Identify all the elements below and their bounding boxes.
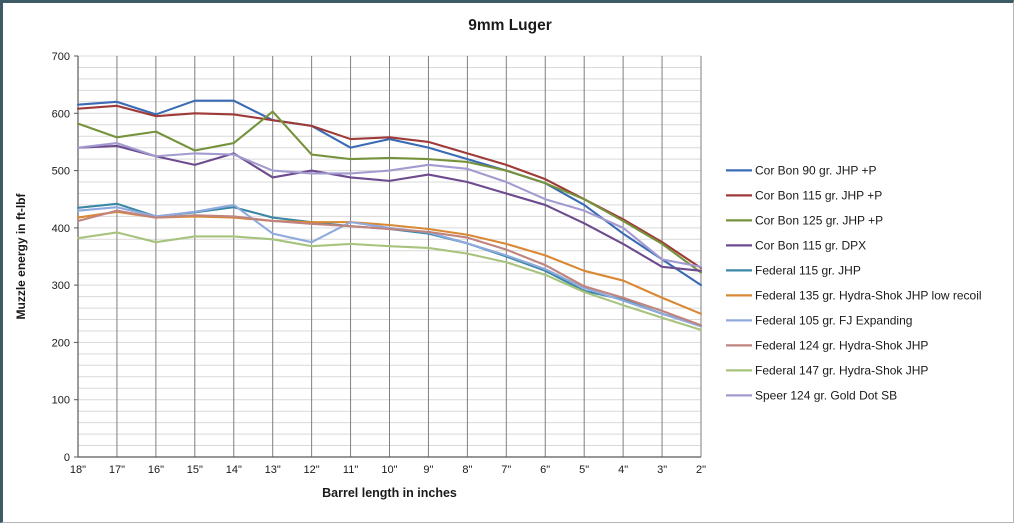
svg-text:3": 3": [657, 464, 667, 476]
svg-text:16": 16": [148, 464, 164, 476]
svg-text:14": 14": [226, 464, 242, 476]
svg-text:15": 15": [187, 464, 203, 476]
svg-text:9mm Luger: 9mm Luger: [468, 17, 552, 34]
svg-text:100: 100: [52, 395, 70, 407]
svg-text:Cor Bon 125 gr. JHP +P: Cor Bon 125 gr. JHP +P: [755, 213, 883, 227]
svg-text:5": 5": [579, 464, 589, 476]
svg-text:Federal 147 gr. Hydra-Shok JHP: Federal 147 gr. Hydra-Shok JHP: [755, 363, 928, 377]
svg-text:7": 7": [501, 464, 511, 476]
svg-text:17": 17": [109, 464, 125, 476]
svg-text:Cor Bon 90 gr. JHP +P: Cor Bon 90 gr. JHP +P: [755, 163, 877, 177]
svg-text:Federal 105 gr. FJ Expanding: Federal 105 gr. FJ Expanding: [755, 313, 912, 327]
svg-text:8": 8": [462, 464, 472, 476]
svg-text:200: 200: [52, 337, 70, 349]
svg-text:500: 500: [52, 166, 70, 178]
svg-text:2": 2": [696, 464, 706, 476]
svg-text:Cor Bon 115 gr. DPX: Cor Bon 115 gr. DPX: [755, 238, 866, 252]
svg-text:4": 4": [618, 464, 628, 476]
svg-text:Federal 135 gr. Hydra-Shok JHP: Federal 135 gr. Hydra-Shok JHP low recoi…: [755, 288, 982, 302]
svg-text:9": 9": [423, 464, 433, 476]
svg-text:Federal 124 gr. Hydra-Shok JHP: Federal 124 gr. Hydra-Shok JHP: [755, 338, 928, 352]
svg-text:Speer 124 gr. Gold Dot SB: Speer 124 gr. Gold Dot SB: [755, 388, 897, 402]
svg-text:18": 18": [70, 464, 86, 476]
svg-text:Federal 115 gr. JHP: Federal 115 gr. JHP: [755, 263, 861, 277]
svg-text:600: 600: [52, 108, 70, 120]
svg-text:11": 11": [343, 464, 358, 476]
svg-text:400: 400: [52, 223, 70, 235]
svg-text:13": 13": [265, 464, 281, 476]
svg-text:Cor Bon 115 gr. JHP +P: Cor Bon 115 gr. JHP +P: [755, 188, 882, 202]
svg-text:700: 700: [52, 51, 70, 63]
svg-text:12": 12": [304, 464, 320, 476]
svg-text:10": 10": [381, 464, 397, 476]
svg-text:Muzzle energy in ft-lbf: Muzzle energy in ft-lbf: [14, 192, 28, 319]
svg-text:6": 6": [540, 464, 550, 476]
svg-text:0: 0: [64, 452, 70, 464]
svg-text:Barrel length in inches: Barrel length in inches: [322, 486, 457, 500]
svg-text:300: 300: [52, 280, 70, 292]
